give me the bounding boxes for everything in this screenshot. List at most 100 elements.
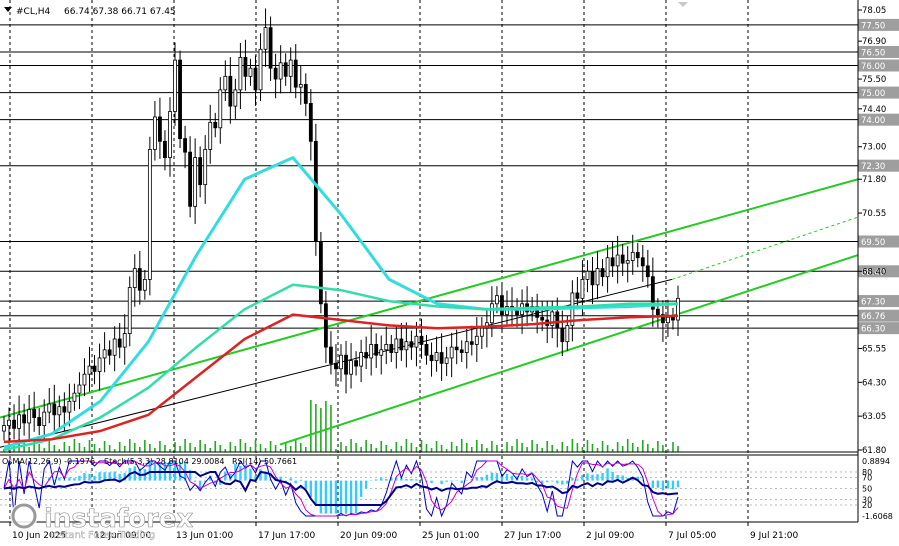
bull-candle-body	[168, 111, 172, 158]
candle	[414, 321, 419, 367]
bull-candle-body	[384, 343, 389, 351]
bear-candle-body	[107, 349, 112, 356]
bear-candle-body	[52, 403, 57, 416]
candle	[158, 97, 162, 159]
candle	[238, 43, 243, 110]
bear-candle-body	[590, 270, 595, 286]
candle	[77, 372, 82, 410]
bear-candle-body	[354, 360, 358, 367]
bull-candle-body	[394, 338, 399, 353]
candle	[233, 78, 238, 119]
bull-candle-body	[173, 59, 177, 112]
bear-candle-body	[22, 414, 27, 424]
candle	[303, 73, 308, 117]
bull-candle-body	[595, 268, 600, 286]
bear-candle-body	[313, 140, 318, 242]
bear-candle-body	[555, 311, 560, 329]
candle	[630, 234, 635, 275]
candle	[218, 77, 223, 144]
bear-candle-body	[117, 338, 122, 348]
bear-candle-body	[213, 121, 218, 129]
candle	[354, 351, 358, 376]
osma-label: OsMA(12,26,9) -0.1976	[2, 457, 95, 466]
candle	[17, 395, 21, 446]
candle	[369, 325, 374, 376]
candle	[339, 344, 343, 382]
price-level-label: 77.50	[861, 21, 885, 31]
price-level-tag	[858, 86, 899, 99]
bear-candle-body	[253, 67, 258, 91]
bull-candle-body	[248, 67, 253, 77]
candle	[419, 318, 424, 359]
candle	[666, 299, 670, 338]
price-level-tag	[858, 59, 899, 72]
candle	[389, 334, 394, 362]
candle	[283, 53, 288, 86]
candle	[409, 330, 414, 360]
price-level-label: 76.00	[861, 62, 885, 72]
bear-candle-body	[560, 327, 565, 343]
rsi-line	[3, 470, 679, 506]
candle	[404, 322, 409, 368]
bear-candle-body	[243, 56, 248, 77]
price-level-tag	[858, 18, 899, 31]
bear-candle-body	[650, 276, 655, 310]
y-tick-label: 71.80	[862, 175, 886, 185]
candle	[625, 246, 630, 283]
y-tick-label: 73.00	[862, 143, 886, 153]
candle	[610, 241, 615, 277]
bull-candle-body	[223, 75, 228, 91]
bull-candle-body	[580, 279, 585, 299]
candle	[650, 257, 655, 327]
candle	[399, 323, 404, 361]
bull-candle-body	[449, 346, 454, 359]
bull-candle-body	[97, 357, 102, 372]
bear-candle-body	[429, 354, 434, 362]
x-tick-label: 10 Jun 2025	[12, 531, 66, 541]
price-level-tag	[858, 309, 899, 322]
bull-candle-body	[404, 341, 409, 351]
bull-candle-body	[112, 338, 117, 356]
bull-candle-body	[2, 425, 6, 432]
candle	[92, 354, 97, 385]
bear-candle-body	[268, 27, 273, 69]
ema-slow-line	[3, 313, 679, 444]
bull-candle-body	[444, 357, 449, 364]
channel-lower-line[interactable]	[279, 254, 859, 446]
bear-candle-body	[399, 338, 404, 351]
candle	[449, 332, 454, 378]
bull-candle-body	[27, 408, 32, 424]
candle	[313, 123, 318, 256]
symbol-dropdown-icon[interactable]	[4, 7, 12, 12]
bear-candle-body	[158, 116, 162, 142]
stoch-axis-label: 20	[862, 501, 872, 510]
bull-candle-body	[495, 295, 499, 305]
candle	[288, 47, 293, 93]
candle	[615, 235, 620, 284]
candle	[595, 250, 600, 300]
osma-axis-label: 0.8894	[862, 457, 890, 466]
candle	[72, 383, 77, 411]
y-tick-label: 68.40	[862, 267, 886, 277]
candle	[293, 44, 298, 99]
bear-candle-body	[318, 241, 323, 305]
bear-candle-body	[620, 254, 625, 264]
candle	[590, 256, 595, 305]
bull-candle-body	[132, 268, 137, 288]
bull-candle-body	[550, 311, 555, 326]
candle	[364, 336, 369, 370]
price-level-label: 67.30	[861, 298, 885, 308]
bull-candle-body	[479, 327, 484, 337]
bear-candle-body	[645, 265, 650, 278]
ohlc-values: 66.74 67.38 66.71 67.45	[64, 7, 176, 17]
bull-candle-body	[585, 270, 590, 280]
y-tick-label: 64.30	[862, 378, 886, 388]
candle	[37, 408, 42, 436]
price-level-label: 66.76	[861, 312, 885, 322]
candle	[198, 146, 203, 198]
candle	[635, 242, 640, 268]
price-level-tag	[858, 265, 899, 278]
candle	[605, 245, 610, 293]
